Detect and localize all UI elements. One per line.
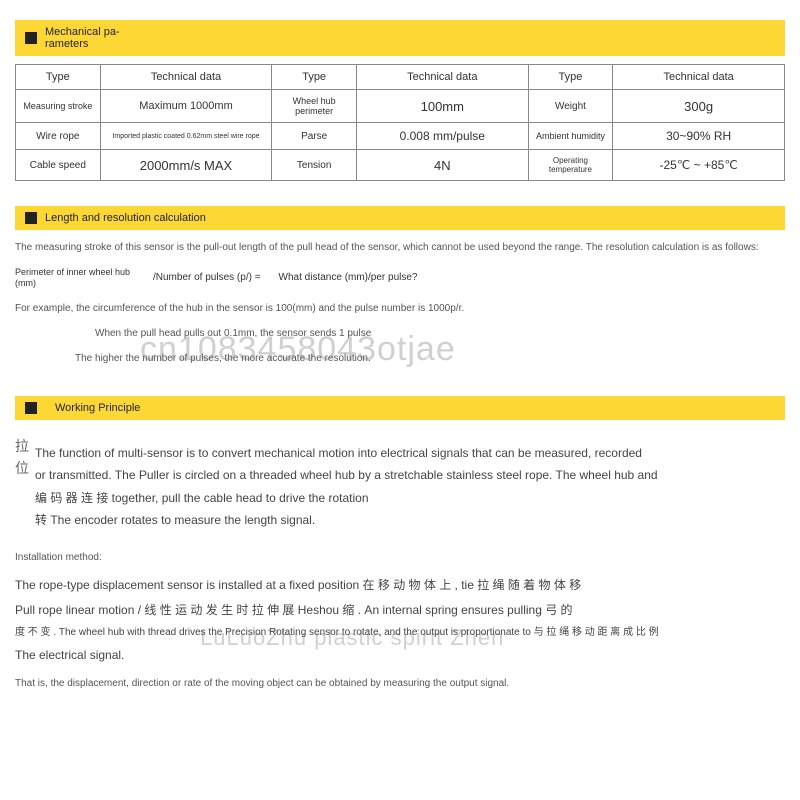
td: Maximum 1000mm — [100, 90, 272, 123]
td: Tension — [272, 150, 357, 181]
install-label: Installation method: — [15, 550, 785, 565]
td: 300g — [613, 90, 785, 123]
td: 30~90% RH — [613, 123, 785, 150]
section-title: Working Principle — [45, 402, 140, 414]
td: Ambient humidity — [528, 123, 613, 150]
td: Weight — [528, 90, 613, 123]
th: Type — [528, 65, 613, 90]
th: Technical data — [613, 65, 785, 90]
td: 2000mm/s MAX — [100, 150, 272, 181]
td: 0.008 mm/pulse — [356, 123, 528, 150]
table-row: Wire rope Imported plastic coated 0.62mm… — [16, 123, 785, 150]
principle-p2b: Pull rope linear motion / 线 性 运 动 发 生 时 … — [15, 600, 785, 620]
calc-intro: The measuring stroke of this sensor is t… — [15, 240, 785, 255]
calc-example: For example, the circumference of the hu… — [15, 301, 785, 316]
principle-p1c: 编 码 器 连 接 together, pull the cable head … — [35, 488, 785, 508]
principle-p1b: or transmitted. The Puller is circled on… — [35, 465, 785, 485]
cn-side-text: 拉 位 — [15, 435, 35, 539]
table-header-row: Type Technical data Type Technical data … — [16, 65, 785, 90]
td: 100mm — [356, 90, 528, 123]
td: Wheel hub perimeter — [272, 90, 357, 123]
principle-p2a: The rope-type displacement sensor is ins… — [15, 575, 785, 595]
section-header-principle: Working Principle — [15, 396, 785, 420]
th: Type — [272, 65, 357, 90]
td: Operating temperature — [528, 150, 613, 181]
td: Parse — [272, 123, 357, 150]
principle-p3: That is, the displacement, direction or … — [15, 676, 785, 691]
th: Technical data — [356, 65, 528, 90]
section-title: Mechanical pa- rameters — [45, 26, 120, 50]
table-row: Cable speed 2000mm/s MAX Tension 4N Oper… — [16, 150, 785, 181]
td: Wire rope — [16, 123, 101, 150]
section-header-calculation: Length and resolution calculation — [15, 206, 785, 230]
section-title: Length and resolution calculation — [45, 212, 206, 224]
calc-line2: The higher the number of pulses, the mor… — [15, 351, 785, 366]
td: Imported plastic coated 0.62mm steel wir… — [100, 123, 272, 150]
formula-label: Perimeter of inner wheel hub (mm) — [15, 267, 135, 289]
table-row: Measuring stroke Maximum 1000mm Wheel hu… — [16, 90, 785, 123]
td: 4N — [356, 150, 528, 181]
principle-p2c: 度 不 变 . The wheel hub with thread drives… — [15, 624, 785, 641]
square-icon — [25, 212, 37, 224]
th: Type — [16, 65, 101, 90]
th: Technical data — [100, 65, 272, 90]
formula-row: Perimeter of inner wheel hub (mm) /Numbe… — [15, 267, 785, 289]
formula-right: What distance (mm)/per pulse? — [279, 272, 418, 283]
principle-p1a: The function of multi-sensor is to conve… — [35, 443, 785, 463]
spec-table: Type Technical data Type Technical data … — [15, 64, 785, 181]
square-icon — [25, 32, 37, 44]
section-header-mechanical: Mechanical pa- rameters — [15, 20, 785, 56]
calc-line1: When the pull head pulls out 0.1mm, the … — [15, 326, 785, 341]
principle-p2d: The electrical signal. — [15, 645, 785, 665]
square-icon — [25, 402, 37, 414]
td: Measuring stroke — [16, 90, 101, 123]
formula-mid: /Number of pulses (p/) = — [153, 272, 261, 283]
td: -25℃ ~ +85℃ — [613, 150, 785, 181]
td: Cable speed — [16, 150, 101, 181]
principle-p1d: 转 The encoder rotates to measure the len… — [35, 510, 785, 530]
